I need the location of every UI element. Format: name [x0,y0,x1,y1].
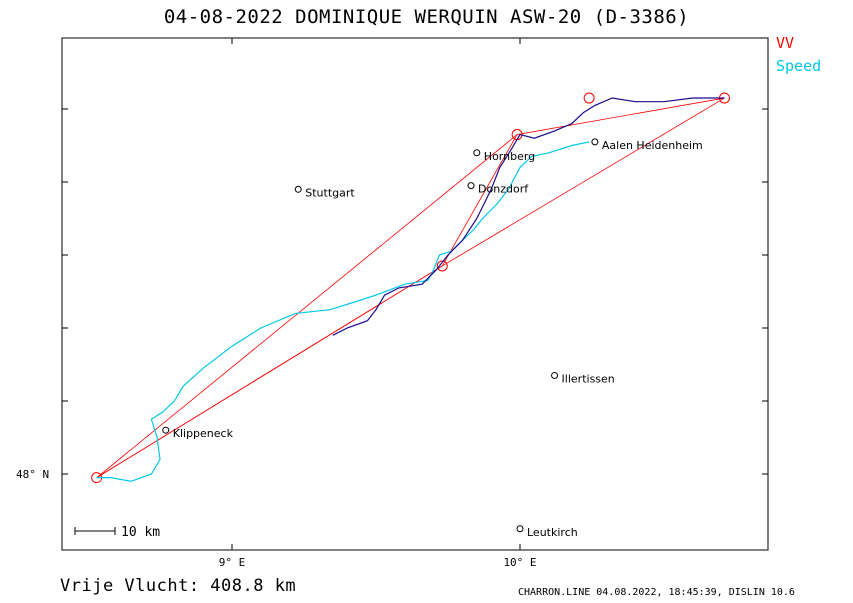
turnpoint-marker [436,260,448,272]
city-marker [516,525,524,533]
task-leg [441,134,518,267]
city-marker [294,185,302,193]
x-tick-label: 10° E [503,556,536,569]
task-legs [91,92,730,484]
x-tick-label: 9° E [219,556,246,569]
map-frame [61,37,769,551]
city-marker [473,149,481,157]
legend-speed-label: Speed [776,57,822,75]
free-flight-distance: Vrije Vlucht: 408.8 km [60,576,297,596]
axis-ticks: 9° E 10° E 48° N [16,38,768,569]
city-label: Hornberg [484,150,535,163]
city-label: Donzdorf [478,183,529,196]
flight-tracks [96,97,725,482]
software-stamp: CHARRON.LINE 04.08.2022, 18:45:39, DISLI… [518,587,795,598]
scale-bar-label: 10 km [121,525,160,540]
legend-vv-label: VV [776,34,795,52]
y-tick-label: 48° N [16,468,49,481]
climb-track [332,97,725,336]
city-label: Illertissen [562,372,615,385]
city-marker [551,371,559,379]
city-marker [162,426,170,434]
task-leg [96,134,518,478]
city-markers: Stuttgart Hornberg Donzdorf Aalen Heidenhei… [162,138,703,539]
city-label: Klippeneck [173,427,234,440]
task-leg [96,265,443,478]
city-marker [591,138,599,146]
task-leg [442,97,725,267]
city-marker [467,182,475,190]
scale-bar: 10 km [74,525,160,540]
turnpoint-marker [583,92,595,104]
speed-track [96,141,590,482]
city-label: Stuttgart [305,186,355,199]
city-label: Aalen Heidenheim [602,139,703,152]
flight-title: 04-08-2022 DOMINIQUE WERQUIN ASW-20 (D-3… [163,6,690,28]
city-label: Leutkirch [527,526,578,539]
task-leg [517,97,725,135]
